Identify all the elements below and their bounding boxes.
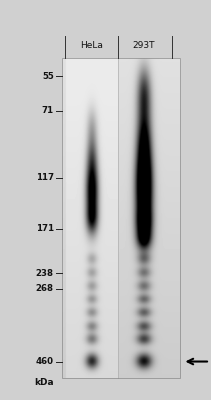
Text: 117: 117: [36, 173, 54, 182]
Text: 55: 55: [42, 72, 54, 81]
Text: HeLa: HeLa: [80, 41, 103, 50]
Text: 293T: 293T: [132, 41, 155, 50]
Text: 460: 460: [36, 357, 54, 366]
Text: kDa: kDa: [34, 378, 54, 387]
Text: 171: 171: [36, 224, 54, 233]
Text: 71: 71: [42, 106, 54, 115]
Text: 268: 268: [36, 284, 54, 294]
Text: 238: 238: [36, 268, 54, 278]
Bar: [62, 58, 180, 378]
